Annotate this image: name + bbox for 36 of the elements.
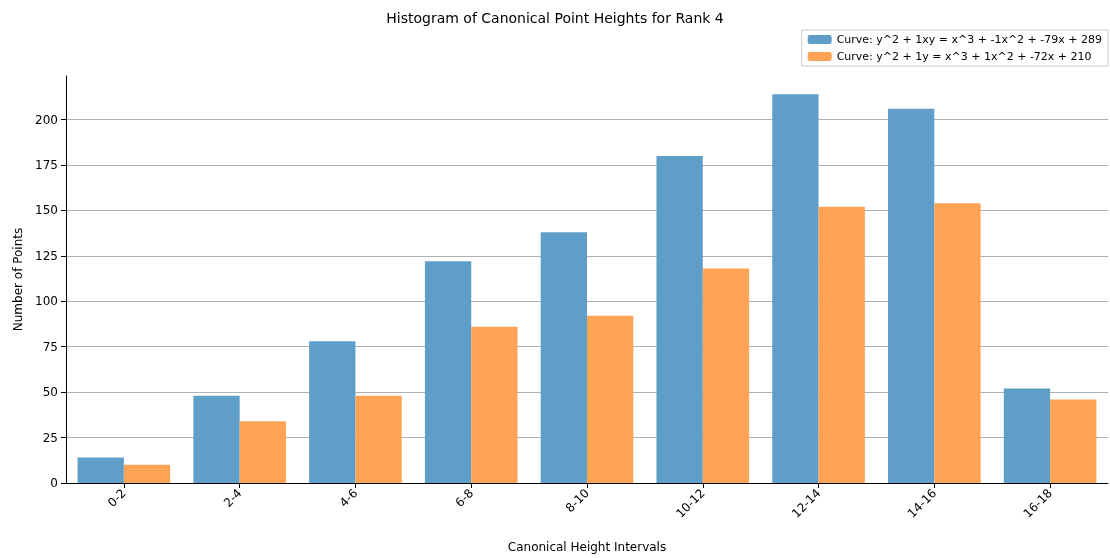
bar [702,268,750,483]
bar [540,232,587,483]
bar [818,206,865,483]
x-tick-label: 6-8 [452,486,477,510]
y-tick-label: 75 [42,339,58,354]
y-tick-label: 200 [35,112,58,127]
x-tick-label: 4-6 [336,486,361,510]
bar [471,326,518,483]
y-tick-label: 125 [35,248,58,263]
y-tick-label: 150 [35,203,58,218]
x-axis-title: Canonical Height Intervals [507,540,667,554]
bar [772,94,819,483]
x-tick-label: 2-4 [220,486,245,510]
y-tick-label: 100 [35,294,58,309]
bar [1003,388,1051,483]
bar [123,464,171,483]
bar [193,395,240,483]
bar [934,203,981,483]
bar [1050,399,1097,483]
legend-label: Curve: y^2 + 1y = x^3 + 1x^2 + -72x + 210 [836,50,1092,63]
y-tick-label: 25 [42,430,58,445]
bar [309,341,356,483]
bar [424,261,472,483]
chart-title: Histogram of Canonical Point Heights for Rank 4 [386,10,724,26]
y-tick-label: 0 [50,476,58,490]
y-axis-title: Number of Points [11,227,25,332]
bar [355,395,402,483]
y-tick-label: 175 [35,158,58,173]
bar [77,457,124,483]
x-tick-label: 0-2 [105,486,129,510]
bar [587,315,634,483]
bar [888,108,935,483]
y-tick-label: 50 [42,385,58,400]
bar [239,421,286,483]
legend-label: Curve: y^2 + 1xy = x^3 + -1x^2 + -79x + 289 [836,33,1103,46]
bar [656,155,703,483]
